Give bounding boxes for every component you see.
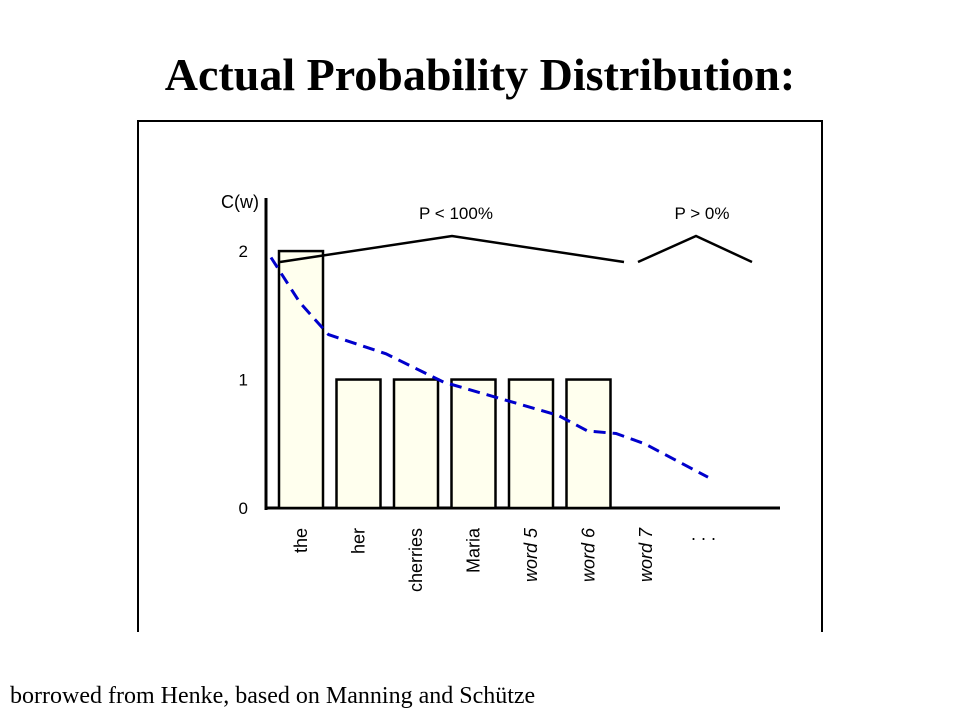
bar-word-6 <box>565 378 612 510</box>
figure-frame <box>137 120 823 632</box>
y-tick-label: 1 <box>239 371 248 390</box>
x-tick-label: word 7 <box>636 527 656 582</box>
chart-annotations: P < 100% P > 0% <box>279 204 753 264</box>
bar-cherries <box>392 378 440 510</box>
bar-word-5 <box>507 378 555 510</box>
bar-the <box>277 249 325 510</box>
annotation-label: P > 0% <box>675 204 730 223</box>
x-tick-label: word 5 <box>521 527 541 582</box>
source-caption: borrowed from Henke, based on Manning an… <box>10 683 536 709</box>
x-tick-label: Maria <box>464 527 484 573</box>
annotation-brace <box>279 234 625 264</box>
chart-curve <box>269 256 709 479</box>
y-tick-label: 0 <box>239 499 248 518</box>
y-tick-label: 2 <box>239 242 248 261</box>
y-axis-label: C(w) <box>221 192 259 212</box>
annotation-label: P < 100% <box>419 204 493 223</box>
x-tick-label: her <box>349 528 369 554</box>
x-tick-label: word 6 <box>579 527 599 582</box>
chart-bars <box>277 249 612 510</box>
x-tick-label: cherries <box>406 528 426 592</box>
annotation-brace <box>637 234 753 264</box>
slide-title: Actual Probability Distribution: <box>164 49 796 100</box>
x-tick-label: the <box>291 528 311 553</box>
x-tick-label-ellipsis: . . . <box>691 524 716 544</box>
bar-maria <box>450 378 497 510</box>
chart-labels: C(w) 0 1 2 the her cherries Maria word 5 word 6 wo… <box>221 192 716 592</box>
bar-her <box>335 378 382 510</box>
dashed-curve-line <box>269 256 709 479</box>
